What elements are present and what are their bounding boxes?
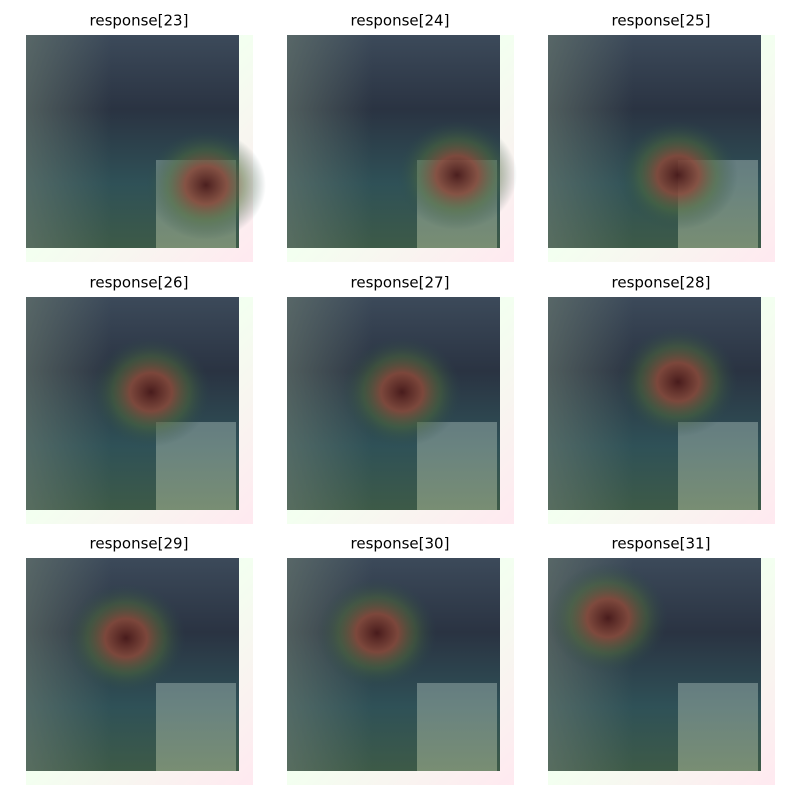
panel-title: response[23]	[90, 12, 189, 30]
panel: response[26]	[26, 274, 253, 524]
panel-board	[678, 422, 758, 510]
panel-board	[417, 683, 497, 771]
panel-title: response[29]	[90, 535, 189, 553]
panel-board	[678, 683, 758, 771]
heat-blob	[146, 130, 266, 240]
panel-grid: response[23] response[24] response[25] resp…	[26, 12, 775, 785]
heat-blob	[548, 563, 668, 673]
heat-blob	[618, 327, 738, 437]
panel: response[24]	[287, 12, 517, 262]
panel-title: response[31]	[612, 535, 711, 553]
panel-title: response[24]	[351, 12, 450, 30]
heat-blob	[91, 337, 211, 447]
panel: response[28]	[548, 274, 775, 524]
panel: response[23]	[26, 12, 266, 262]
panel-title: response[28]	[612, 274, 711, 292]
heat-blob	[397, 120, 517, 230]
heat-blob	[317, 578, 437, 688]
panel: response[25]	[548, 12, 775, 262]
panel-title: response[25]	[612, 12, 711, 30]
panel: response[29]	[26, 535, 253, 785]
panel-title: response[30]	[351, 535, 450, 553]
panel-title: response[26]	[90, 274, 189, 292]
panel: response[27]	[287, 274, 514, 524]
heat-blob	[342, 337, 462, 447]
panel: response[31]	[548, 535, 775, 785]
panel-title: response[27]	[351, 274, 450, 292]
heat-blob	[66, 583, 186, 693]
panel-board	[156, 683, 236, 771]
panel: response[30]	[287, 535, 514, 785]
heat-blob	[618, 120, 738, 230]
